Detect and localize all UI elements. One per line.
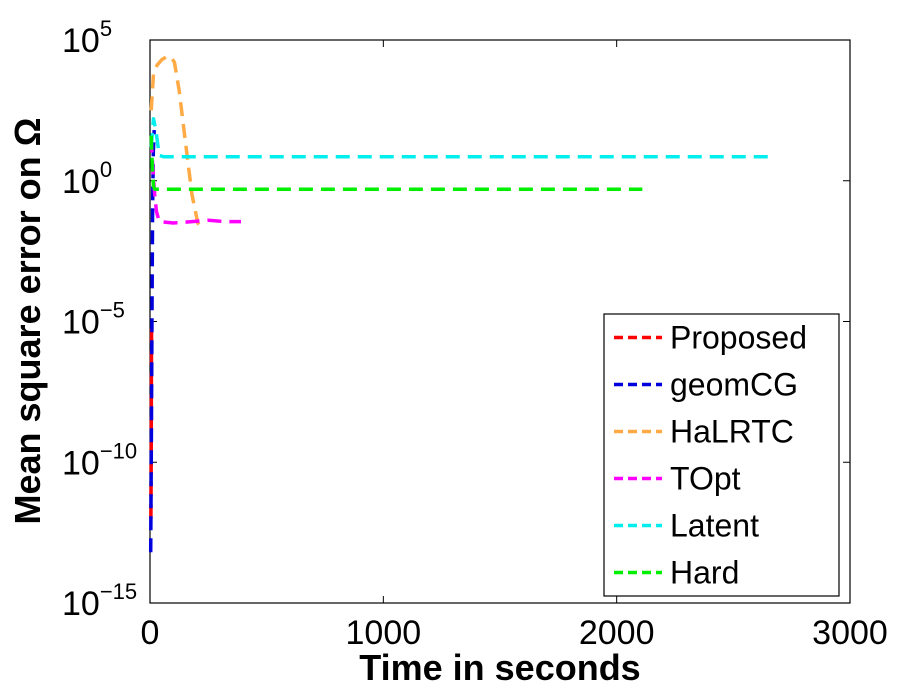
y-tick-label: 10−10	[62, 438, 137, 482]
legend-label: Latent	[670, 508, 759, 544]
y-axis-title: Mean square error on Ω	[7, 118, 48, 525]
series-lines	[148, 55, 771, 553]
x-tick-label: 2000	[579, 614, 655, 652]
legend-label: HaLRTC	[670, 414, 794, 450]
y-tick-label: 10−5	[62, 298, 125, 342]
x-axis-title: Time in seconds	[359, 647, 640, 688]
legend-label: geomCG	[670, 367, 798, 403]
legend-label: Hard	[670, 555, 739, 591]
series-line-halrtc	[149, 55, 204, 230]
axis-ticks: 0 1000 2000 3000 105 100 10−5 10−10 10−15	[62, 16, 888, 652]
legend-label: Proposed	[670, 320, 807, 356]
series-line-hard	[149, 135, 643, 191]
series-line-latent	[149, 117, 771, 159]
y-tick-label: 10−15	[62, 579, 137, 623]
x-tick-label: 1000	[346, 614, 422, 652]
y-tick-label: 105	[62, 16, 112, 60]
x-tick-label: 0	[141, 614, 160, 652]
y-tick-label: 100	[62, 157, 112, 201]
series-line-topt	[149, 138, 241, 225]
x-tick-label: 3000	[812, 614, 888, 652]
legend-label: TOpt	[670, 461, 741, 497]
legend-box	[603, 313, 840, 597]
legend: Proposed geomCG HaLRTC TOpt Latent Hard	[603, 313, 840, 597]
